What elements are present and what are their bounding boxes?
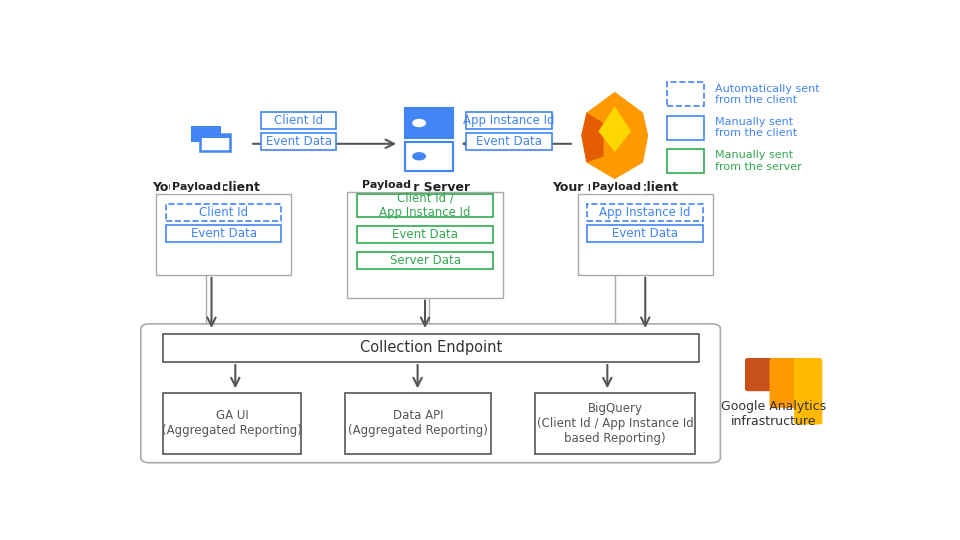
Text: Client Id: Client Id [200,206,249,219]
Polygon shape [598,106,631,152]
FancyBboxPatch shape [404,141,453,171]
Text: Manually sent
from the server: Manually sent from the server [715,150,802,172]
FancyBboxPatch shape [667,116,704,140]
FancyBboxPatch shape [588,225,703,241]
Text: Server Data: Server Data [390,254,461,267]
FancyBboxPatch shape [163,334,699,362]
Text: Payload: Payload [592,181,641,192]
Circle shape [413,153,425,160]
FancyBboxPatch shape [667,149,704,173]
Polygon shape [581,113,604,163]
FancyBboxPatch shape [347,192,503,298]
FancyBboxPatch shape [141,324,720,463]
Text: Google Analytics
infrastructure: Google Analytics infrastructure [721,400,826,428]
Text: Automatically sent
from the client: Automatically sent from the client [715,84,820,105]
Text: Event Data: Event Data [191,227,256,240]
FancyBboxPatch shape [770,358,798,408]
FancyBboxPatch shape [200,134,229,151]
FancyBboxPatch shape [346,393,491,454]
Text: Your mobile client: Your mobile client [552,181,678,194]
FancyBboxPatch shape [356,226,493,243]
FancyBboxPatch shape [356,252,493,268]
FancyBboxPatch shape [356,194,493,217]
FancyBboxPatch shape [588,204,703,221]
FancyBboxPatch shape [163,393,300,454]
Text: Payload: Payload [362,179,411,190]
Text: App Instance Id: App Instance Id [463,114,555,127]
FancyBboxPatch shape [261,133,336,150]
FancyBboxPatch shape [535,393,695,454]
Circle shape [413,119,425,126]
Text: Client Id /
App Instance Id: Client Id / App Instance Id [379,191,470,219]
Text: App Instance Id: App Instance Id [599,206,690,219]
Text: GA UI
(Aggregated Reporting): GA UI (Aggregated Reporting) [162,409,301,437]
FancyBboxPatch shape [794,358,823,424]
Text: Event Data: Event Data [476,135,541,148]
Text: Event Data: Event Data [612,227,678,240]
Text: Data API
(Aggregated Reporting): Data API (Aggregated Reporting) [348,409,488,437]
Text: Event Data: Event Data [392,228,458,241]
FancyBboxPatch shape [404,109,453,138]
FancyBboxPatch shape [166,204,281,221]
Text: Event Data: Event Data [266,135,331,148]
Text: Your web client: Your web client [152,181,259,194]
Polygon shape [581,92,648,179]
Text: Manually sent
from the client: Manually sent from the client [715,117,798,138]
FancyBboxPatch shape [466,133,551,150]
Text: BigQuery
(Client Id / App Instance Id
based Reporting): BigQuery (Client Id / App Instance Id ba… [537,402,693,445]
Text: Payload: Payload [172,181,221,192]
FancyBboxPatch shape [200,134,229,138]
FancyBboxPatch shape [667,82,704,106]
FancyBboxPatch shape [745,358,773,391]
FancyBboxPatch shape [166,225,281,241]
FancyBboxPatch shape [261,112,336,129]
FancyBboxPatch shape [466,112,551,129]
FancyBboxPatch shape [156,194,291,275]
Text: Collection Endpoint: Collection Endpoint [360,340,502,355]
FancyBboxPatch shape [191,126,221,142]
FancyBboxPatch shape [578,194,713,275]
Text: Your Server: Your Server [388,181,469,194]
Text: Client Id: Client Id [274,114,324,127]
